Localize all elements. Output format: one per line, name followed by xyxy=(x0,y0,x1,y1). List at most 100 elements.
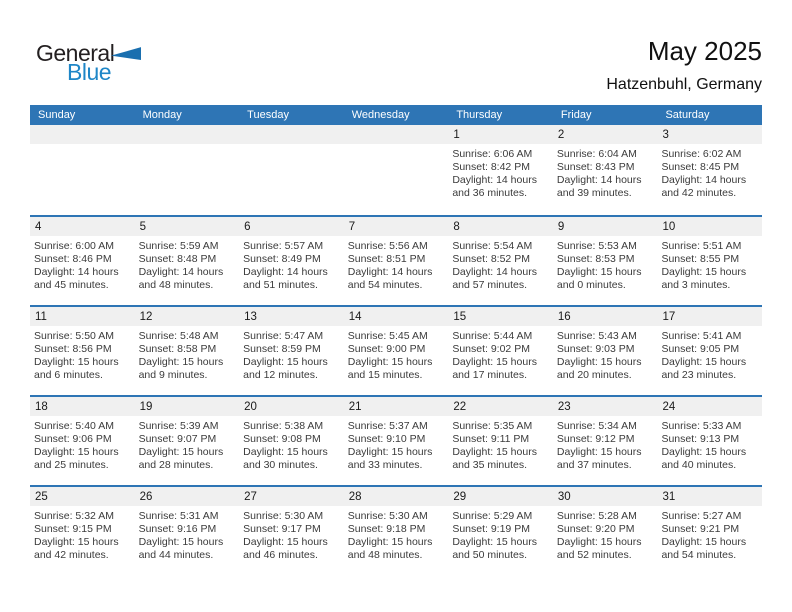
sunset-text: Sunset: 9:08 PM xyxy=(243,433,321,445)
day-number: 28 xyxy=(348,490,362,503)
sunrise-text: Sunrise: 5:43 AM xyxy=(556,330,637,342)
day-number: 14 xyxy=(348,310,362,323)
daylight-text: Daylight: 15 hours and 20 minutes. xyxy=(556,356,642,381)
sunset-text: Sunset: 8:51 PM xyxy=(347,253,426,265)
weekday-header-wednesday: Wednesday xyxy=(351,109,410,121)
daylight-text: Daylight: 15 hours and 40 minutes. xyxy=(661,446,747,471)
sunset-text: Sunset: 9:17 PM xyxy=(243,523,321,535)
sunset-text: Sunset: 9:16 PM xyxy=(138,523,217,535)
sunset-text: Sunset: 9:21 PM xyxy=(661,523,740,535)
day-number: 13 xyxy=(244,310,257,323)
sunrise-text: Sunrise: 5:27 AM xyxy=(661,510,742,522)
general-blue-logo: General Blue xyxy=(36,40,142,86)
day-cell: Sunrise: 5:30 AM Sunset: 9:18 PM Daylight:… xyxy=(344,510,449,562)
sunset-text: Sunset: 9:18 PM xyxy=(347,523,426,535)
sunset-text: Sunset: 8:42 PM xyxy=(452,161,530,173)
daylight-text: Daylight: 15 hours and 48 minutes. xyxy=(347,536,433,561)
day-cell-empty xyxy=(135,148,240,200)
day-number: 29 xyxy=(453,490,467,503)
sunset-text: Sunset: 8:48 PM xyxy=(138,253,217,265)
sunset-text: Sunset: 8:53 PM xyxy=(556,253,635,265)
daylight-text: Daylight: 15 hours and 35 minutes. xyxy=(452,446,537,471)
sunrise-text: Sunrise: 5:30 AM xyxy=(347,510,428,522)
day-number: 21 xyxy=(348,400,362,413)
sunrise-text: Sunrise: 5:51 AM xyxy=(661,240,742,252)
sunrise-text: Sunrise: 5:54 AM xyxy=(452,240,533,252)
day-number: 10 xyxy=(662,220,676,233)
sunset-text: Sunset: 9:19 PM xyxy=(452,523,530,535)
day-cell-empty xyxy=(30,148,135,200)
day-cell: Sunrise: 5:48 AM Sunset: 8:58 PM Daylight:… xyxy=(135,330,240,382)
week-row: 25 26 27 28 29 30 31 Sunrise: 5:32 AM Sunset: 9:… xyxy=(30,485,762,575)
sunrise-text: Sunrise: 6:06 AM xyxy=(452,148,533,160)
logo-triangle-icon xyxy=(111,47,142,60)
week-row: 4 5 6 7 8 9 10 Sunrise: 6:00 AM Sunset: 8:46 PM D… xyxy=(30,215,762,305)
day-number-strip: 11 12 13 14 15 16 17 xyxy=(30,307,762,326)
sunrise-text: Sunrise: 6:00 AM xyxy=(34,240,114,252)
sunrise-text: Sunrise: 5:33 AM xyxy=(661,420,742,432)
day-cell: Sunrise: 5:54 AM Sunset: 8:52 PM Daylight:… xyxy=(448,240,553,292)
calendar-weeks: 1 2 3 Sunrise: 6:06 AM Sunset: 8:42 PM Daylig… xyxy=(30,125,762,575)
sunset-text: Sunset: 8:59 PM xyxy=(243,343,321,355)
sunset-text: Sunset: 9:02 PM xyxy=(452,343,530,355)
sunset-text: Sunset: 9:20 PM xyxy=(556,523,635,535)
weekday-header-thursday: Thursday xyxy=(456,109,503,121)
day-number-strip: 25 26 27 28 29 30 31 xyxy=(30,487,762,506)
day-cell: Sunrise: 5:28 AM Sunset: 9:20 PM Daylight:… xyxy=(553,510,658,562)
sunrise-text: Sunrise: 5:38 AM xyxy=(243,420,324,432)
day-number: 6 xyxy=(244,220,251,233)
day-cell: Sunrise: 6:00 AM Sunset: 8:46 PM Daylight:… xyxy=(30,240,135,292)
week-row: 11 12 13 14 15 16 17 Sunrise: 5:50 AM Sunset: 8:… xyxy=(30,305,762,395)
daylight-text: Daylight: 15 hours and 28 minutes. xyxy=(138,446,224,471)
day-number: 12 xyxy=(139,310,153,323)
daylight-text: Daylight: 15 hours and 52 minutes. xyxy=(556,536,642,561)
daylight-text: Daylight: 14 hours and 54 minutes. xyxy=(347,266,433,291)
weekday-header-saturday: Saturday xyxy=(665,109,710,121)
day-number: 26 xyxy=(139,490,153,503)
daylight-text: Daylight: 15 hours and 6 minutes. xyxy=(34,356,119,381)
daylight-text: Daylight: 14 hours and 42 minutes. xyxy=(661,174,747,199)
sunrise-text: Sunrise: 5:28 AM xyxy=(556,510,637,522)
day-cell: Sunrise: 5:34 AM Sunset: 9:12 PM Daylight:… xyxy=(553,420,658,472)
day-cell: Sunrise: 5:33 AM Sunset: 9:13 PM Daylight:… xyxy=(657,420,762,472)
sunset-text: Sunset: 8:43 PM xyxy=(556,161,635,173)
daylight-text: Daylight: 15 hours and 44 minutes. xyxy=(138,536,224,561)
day-number: 7 xyxy=(348,220,356,233)
day-cell: Sunrise: 5:31 AM Sunset: 9:16 PM Daylight:… xyxy=(135,510,240,562)
daylight-text: Daylight: 15 hours and 17 minutes. xyxy=(452,356,537,381)
sunrise-text: Sunrise: 5:29 AM xyxy=(452,510,533,522)
sunrise-text: Sunrise: 5:44 AM xyxy=(452,330,533,342)
sunrise-text: Sunrise: 5:35 AM xyxy=(452,420,533,432)
day-cell: Sunrise: 5:38 AM Sunset: 9:08 PM Daylight:… xyxy=(239,420,344,472)
daylight-text: Daylight: 14 hours and 45 minutes. xyxy=(34,266,119,291)
day-cell: Sunrise: 5:41 AM Sunset: 9:05 PM Daylight:… xyxy=(657,330,762,382)
week-details-row: Sunrise: 6:06 AM Sunset: 8:42 PM Daylight:… xyxy=(30,148,762,200)
day-cell: Sunrise: 5:40 AM Sunset: 9:06 PM Daylight:… xyxy=(30,420,135,472)
sunset-text: Sunset: 8:45 PM xyxy=(661,161,740,173)
sunrise-text: Sunrise: 5:47 AM xyxy=(243,330,324,342)
day-cell: Sunrise: 6:02 AM Sunset: 8:45 PM Daylight:… xyxy=(657,148,762,200)
daylight-text: Daylight: 15 hours and 12 minutes. xyxy=(243,356,328,381)
day-number: 1 xyxy=(453,128,460,141)
day-cell: Sunrise: 5:35 AM Sunset: 9:11 PM Daylight:… xyxy=(448,420,553,472)
sunrise-text: Sunrise: 6:04 AM xyxy=(556,148,637,160)
daylight-text: Daylight: 14 hours and 51 minutes. xyxy=(243,266,328,291)
sunset-text: Sunset: 9:03 PM xyxy=(556,343,635,355)
sunset-text: Sunset: 9:10 PM xyxy=(347,433,426,445)
sunrise-text: Sunrise: 5:48 AM xyxy=(138,330,219,342)
day-cell-empty xyxy=(239,148,344,200)
daylight-text: Daylight: 14 hours and 48 minutes. xyxy=(138,266,224,291)
daylight-text: Daylight: 15 hours and 15 minutes. xyxy=(347,356,433,381)
daylight-text: Daylight: 15 hours and 30 minutes. xyxy=(243,446,328,471)
daylight-text: Daylight: 15 hours and 50 minutes. xyxy=(452,536,537,561)
sunset-text: Sunset: 8:56 PM xyxy=(34,343,112,355)
daylight-text: Daylight: 15 hours and 3 minutes. xyxy=(661,266,747,291)
week-row: 1 2 3 Sunrise: 6:06 AM Sunset: 8:42 PM Daylig… xyxy=(30,125,762,215)
sunrise-text: Sunrise: 5:50 AM xyxy=(34,330,114,342)
day-number: 9 xyxy=(557,220,565,233)
day-cell: Sunrise: 5:30 AM Sunset: 9:17 PM Daylight:… xyxy=(239,510,344,562)
sunset-text: Sunset: 9:06 PM xyxy=(34,433,112,445)
day-number: 24 xyxy=(662,400,676,413)
day-number: 31 xyxy=(662,490,676,503)
daylight-text: Daylight: 15 hours and 42 minutes. xyxy=(34,536,119,561)
